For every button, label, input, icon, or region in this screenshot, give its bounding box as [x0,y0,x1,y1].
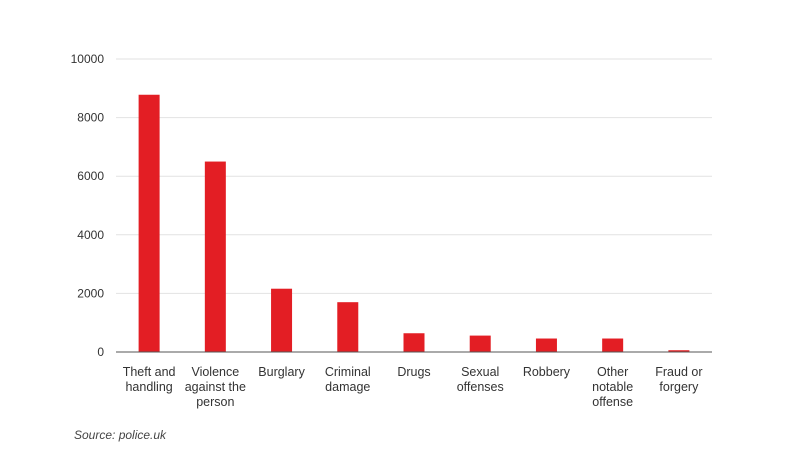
y-tick-label: 10000 [71,52,105,66]
bars [138,94,690,352]
source-note: Source: police.uk [74,428,167,442]
y-tick-label: 2000 [77,286,104,300]
x-category-label: Burglary [258,365,305,379]
bar [535,338,557,352]
x-category-label: Criminal damage [325,365,371,394]
x-category-label: Violence against the person [185,365,246,409]
x-category-label: Other notable offense [592,365,633,409]
y-axis-ticks: 0 2000 4000 6000 8000 10000 [71,52,105,359]
bar [337,302,359,352]
bar [668,350,690,352]
bar [204,161,226,352]
x-category-label: Drugs [397,365,430,379]
y-tick-label: 4000 [77,228,104,242]
y-tick-label: 8000 [77,111,104,125]
bar [138,94,160,352]
bar [271,288,293,352]
bar [403,333,425,352]
x-axis-labels: Theft and handling Violence against the pers… [123,365,703,409]
y-tick-label: 6000 [77,169,104,183]
x-category-label: Theft and handling [123,365,176,394]
bar [469,335,491,352]
x-category-label: Sexual offenses [457,365,504,394]
x-category-label: Fraud or forgery [655,365,702,394]
y-tick-label: 0 [97,345,104,359]
bar [602,338,624,352]
x-category-label: Robbery [523,365,571,379]
